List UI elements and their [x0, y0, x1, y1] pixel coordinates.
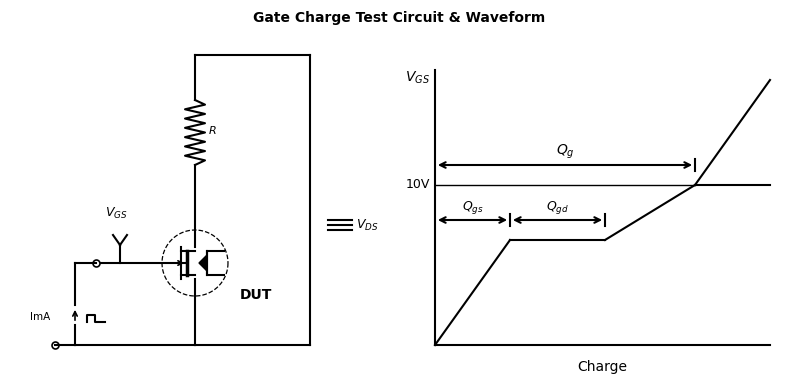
- Text: ImA: ImA: [30, 312, 50, 322]
- Text: $Q_{gs}$: $Q_{gs}$: [461, 199, 484, 216]
- Text: $Q_{gd}$: $Q_{gd}$: [546, 199, 569, 216]
- Text: 10V: 10V: [405, 179, 430, 191]
- Text: $V_{DS}$: $V_{DS}$: [356, 218, 378, 232]
- Text: Charge: Charge: [578, 360, 627, 374]
- Text: $Q_g$: $Q_g$: [555, 143, 575, 161]
- Text: $V_{GS}$: $V_{GS}$: [405, 70, 430, 86]
- Text: $V_{GS}$: $V_{GS}$: [105, 206, 128, 221]
- Text: DUT: DUT: [240, 288, 272, 302]
- Text: R: R: [209, 126, 217, 135]
- Polygon shape: [199, 255, 207, 271]
- Text: Gate Charge Test Circuit & Waveform: Gate Charge Test Circuit & Waveform: [253, 11, 545, 25]
